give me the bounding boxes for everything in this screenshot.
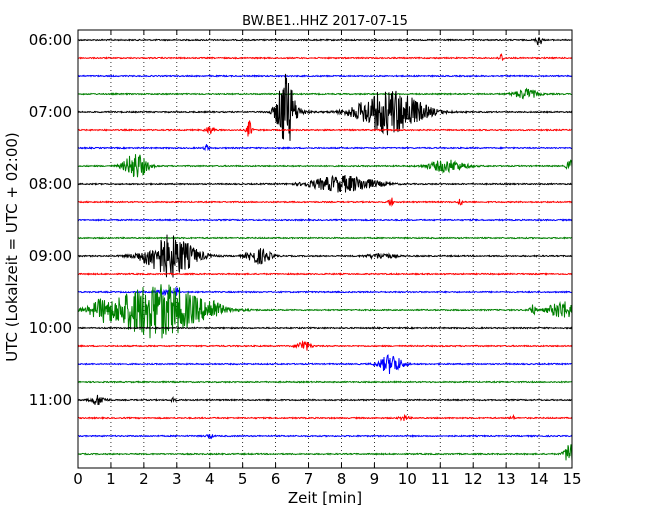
trace-1100 xyxy=(77,394,573,406)
x-tick-label: 12 xyxy=(464,470,483,488)
trace-0615 xyxy=(77,53,573,61)
x-tick-label: 3 xyxy=(172,470,182,488)
trace-0815 xyxy=(77,197,573,208)
trace-1000 xyxy=(77,326,573,330)
x-tick-label: 7 xyxy=(304,470,314,488)
trace-1145 xyxy=(77,444,573,462)
x-tick-label: 11 xyxy=(431,470,450,488)
trace-0715 xyxy=(77,120,573,137)
y-tick-label: 06:00 xyxy=(29,31,72,49)
x-tick-label: 15 xyxy=(562,470,581,488)
y-tick-label: 09:00 xyxy=(29,247,72,265)
trace-0900 xyxy=(77,234,573,278)
x-tick-label: 9 xyxy=(370,470,380,488)
x-tick-label: 1 xyxy=(106,470,116,488)
seismogram-traces xyxy=(77,36,573,462)
trace-1130 xyxy=(77,434,573,440)
x-tick-label: 14 xyxy=(530,470,549,488)
x-axis-label: Zeit [min] xyxy=(288,489,362,507)
trace-0845 xyxy=(77,236,573,240)
y-tick-label: 08:00 xyxy=(29,175,72,193)
x-tick-label: 2 xyxy=(139,470,149,488)
x-tick-label: 6 xyxy=(271,470,281,488)
trace-1015 xyxy=(77,340,573,351)
x-tick-label: 8 xyxy=(337,470,347,488)
y-tick-label: 07:00 xyxy=(29,103,72,121)
trace-0645 xyxy=(77,87,573,100)
y-tick-label: 10:00 xyxy=(29,319,72,337)
trace-0745 xyxy=(77,154,573,178)
trace-0830 xyxy=(77,218,573,222)
trace-0800 xyxy=(77,174,573,193)
axis-ticks: 0 1 2 3 4 5 6 7 8 9 10 11 12 13 14 1506:0007:0008:0009:… xyxy=(29,30,582,488)
x-tick-label: 5 xyxy=(238,470,248,488)
trace-1115 xyxy=(77,413,573,422)
x-tick-label: 4 xyxy=(205,470,215,488)
chart-title: BW.BE1..HHZ 2017-07-15 xyxy=(242,14,408,29)
trace-0600 xyxy=(77,36,573,46)
trace-0945 xyxy=(77,284,573,339)
trace-1045 xyxy=(77,380,573,384)
x-tick-label: 10 xyxy=(398,470,417,488)
x-tick-label: 13 xyxy=(497,470,516,488)
plot-frame xyxy=(77,29,573,469)
x-tick-label: 0 xyxy=(73,470,83,488)
y-tick-label: 11:00 xyxy=(29,391,72,409)
trace-1030 xyxy=(77,354,573,375)
trace-0730 xyxy=(77,144,573,152)
trace-0630 xyxy=(77,74,573,78)
trace-0915 xyxy=(77,272,573,276)
trace-0700 xyxy=(77,73,573,141)
y-axis-label: UTC (Lokalzeit = UTC + 02:00) xyxy=(3,132,21,362)
